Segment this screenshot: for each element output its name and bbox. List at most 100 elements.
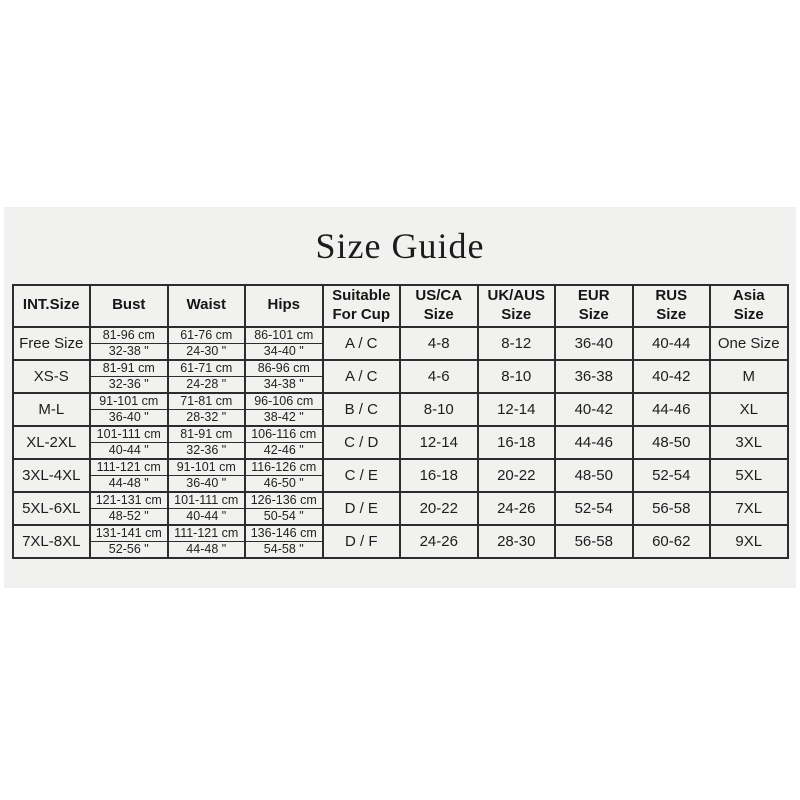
hips-inch-cell: 34-38 ": [244, 375, 324, 394]
hips-inch-cell: 54-58 ": [244, 540, 324, 559]
uk-aus-size-cell: 20-22: [476, 457, 556, 493]
waist-inch-cell: 24-30 ": [166, 342, 246, 361]
us-ca-size-cell: 20-22: [399, 490, 479, 526]
asia-size-cell: 7XL: [709, 490, 789, 526]
bust-cm-cell: 81-91 cm: [89, 358, 169, 377]
uk-aus-size-cell: 24-26: [476, 490, 556, 526]
hips-inch-cell: 34-40 ": [244, 342, 324, 361]
table-row-inches: 48-52 " 40-44 " 50-54 ": [13, 507, 788, 526]
waist-inch-cell: 36-40 ": [166, 474, 246, 493]
hips-cm-cell: 136-146 cm: [244, 523, 324, 542]
cup-cell: A / C: [321, 358, 401, 394]
us-ca-size-cell: 8-10: [399, 391, 479, 427]
bust-inch-cell: 40-44 ": [89, 441, 169, 460]
table-row-inches: 52-56 " 44-48 " 54-58 ": [13, 540, 788, 559]
table-row: 3XL-4XL 111-121 cm 91-101 cm 116-126 cm C / …: [11, 457, 789, 493]
bust-inch-cell: 32-38 ": [89, 342, 169, 361]
uk-aus-size-cell: 8-12: [476, 325, 556, 361]
col-header-suitable-for-cup: Suitable For Cup: [321, 283, 401, 328]
int-size-cell: Free Size: [11, 325, 91, 361]
header-row: INT.Size Bust Waist Hips Suitable For Cup US/…: [11, 283, 789, 328]
waist-inch-cell: 40-44 ": [166, 507, 246, 526]
bust-inch-cell: 48-52 ": [89, 507, 169, 526]
eur-size-cell: 36-38: [554, 358, 634, 394]
col-header-uk-aus-size: UK/AUS Size: [476, 283, 556, 328]
hips-inch-cell: 38-42 ": [244, 408, 324, 427]
eur-size-cell: 52-54: [554, 490, 634, 526]
eur-size-cell: 44-46: [554, 424, 634, 460]
bust-cm-cell: 131-141 cm: [89, 523, 169, 542]
cup-cell: D / E: [321, 490, 401, 526]
bust-cm-cell: 111-121 cm: [89, 457, 169, 476]
bust-inch-cell: 52-56 ": [89, 540, 169, 559]
bust-inch-cell: 36-40 ": [89, 408, 169, 427]
asia-size-cell: XL: [709, 391, 789, 427]
cup-cell: D / F: [321, 523, 401, 559]
rus-size-cell: 52-54: [631, 457, 711, 493]
cup-cell: B / C: [321, 391, 401, 427]
int-size-cell: 7XL-8XL: [11, 523, 91, 559]
cup-cell: A / C: [321, 325, 401, 361]
us-ca-size-cell: 24-26: [399, 523, 479, 559]
table-row: XS-S 81-91 cm 61-71 cm 86-96 cm A / C 4-6 8-10…: [11, 358, 789, 394]
eur-size-cell: 36-40: [554, 325, 634, 361]
uk-aus-size-cell: 16-18: [476, 424, 556, 460]
asia-size-cell: M: [709, 358, 789, 394]
us-ca-size-cell: 12-14: [399, 424, 479, 460]
col-header-waist: Waist: [166, 283, 246, 328]
table-row: 7XL-8XL 131-141 cm 111-121 cm 136-146 cm D /…: [11, 523, 789, 559]
waist-cm-cell: 61-71 cm: [166, 358, 246, 377]
int-size-cell: 5XL-6XL: [11, 490, 91, 526]
waist-cm-cell: 111-121 cm: [166, 523, 246, 542]
table-row-inches: 32-36 " 24-28 " 34-38 ": [13, 375, 788, 394]
hips-cm-cell: 126-136 cm: [244, 490, 324, 509]
col-header-eur-size: EUR Size: [554, 283, 634, 328]
cup-cell: C / E: [321, 457, 401, 493]
uk-aus-size-cell: 28-30: [476, 523, 556, 559]
bust-cm-cell: 121-131 cm: [89, 490, 169, 509]
waist-cm-cell: 71-81 cm: [166, 391, 246, 410]
waist-inch-cell: 32-36 ": [166, 441, 246, 460]
col-header-hips: Hips: [244, 283, 324, 328]
col-header-int-size: INT.Size: [11, 283, 91, 328]
col-header-bust: Bust: [89, 283, 169, 328]
int-size-cell: M-L: [11, 391, 91, 427]
asia-size-cell: 9XL: [709, 523, 789, 559]
table-row-inches: 44-48 " 36-40 " 46-50 ": [13, 474, 788, 493]
waist-inch-cell: 24-28 ": [166, 375, 246, 394]
size-guide-panel: Size Guide INT.Size Bust Waist Hips Suitable…: [4, 207, 796, 588]
waist-cm-cell: 61-76 cm: [166, 325, 246, 344]
asia-size-cell: 5XL: [709, 457, 789, 493]
eur-size-cell: 48-50: [554, 457, 634, 493]
waist-cm-cell: 81-91 cm: [166, 424, 246, 443]
int-size-cell: XL-2XL: [11, 424, 91, 460]
cup-cell: C / D: [321, 424, 401, 460]
hips-inch-cell: 42-46 ": [244, 441, 324, 460]
hips-cm-cell: 86-96 cm: [244, 358, 324, 377]
rus-size-cell: 44-46: [631, 391, 711, 427]
rus-size-cell: 56-58: [631, 490, 711, 526]
us-ca-size-cell: 16-18: [399, 457, 479, 493]
table-header: INT.Size Bust Waist Hips Suitable For Cup US/…: [11, 283, 789, 328]
waist-inch-cell: 44-48 ": [166, 540, 246, 559]
table-row: M-L 91-101 cm 71-81 cm 96-106 cm B / C 8-10 12…: [11, 391, 789, 427]
bust-inch-cell: 32-36 ": [89, 375, 169, 394]
us-ca-size-cell: 4-8: [399, 325, 479, 361]
rus-size-cell: 40-42: [631, 358, 711, 394]
asia-size-cell: 3XL: [709, 424, 789, 460]
uk-aus-size-cell: 12-14: [476, 391, 556, 427]
rus-size-cell: 60-62: [631, 523, 711, 559]
rus-size-cell: 40-44: [631, 325, 711, 361]
asia-size-cell: One Size: [709, 325, 789, 361]
rus-size-cell: 48-50: [631, 424, 711, 460]
hips-inch-cell: 46-50 ": [244, 474, 324, 493]
bust-inch-cell: 44-48 ": [89, 474, 169, 493]
hips-cm-cell: 86-101 cm: [244, 325, 324, 344]
bust-cm-cell: 101-111 cm: [89, 424, 169, 443]
hips-cm-cell: 106-116 cm: [244, 424, 324, 443]
eur-size-cell: 56-58: [554, 523, 634, 559]
